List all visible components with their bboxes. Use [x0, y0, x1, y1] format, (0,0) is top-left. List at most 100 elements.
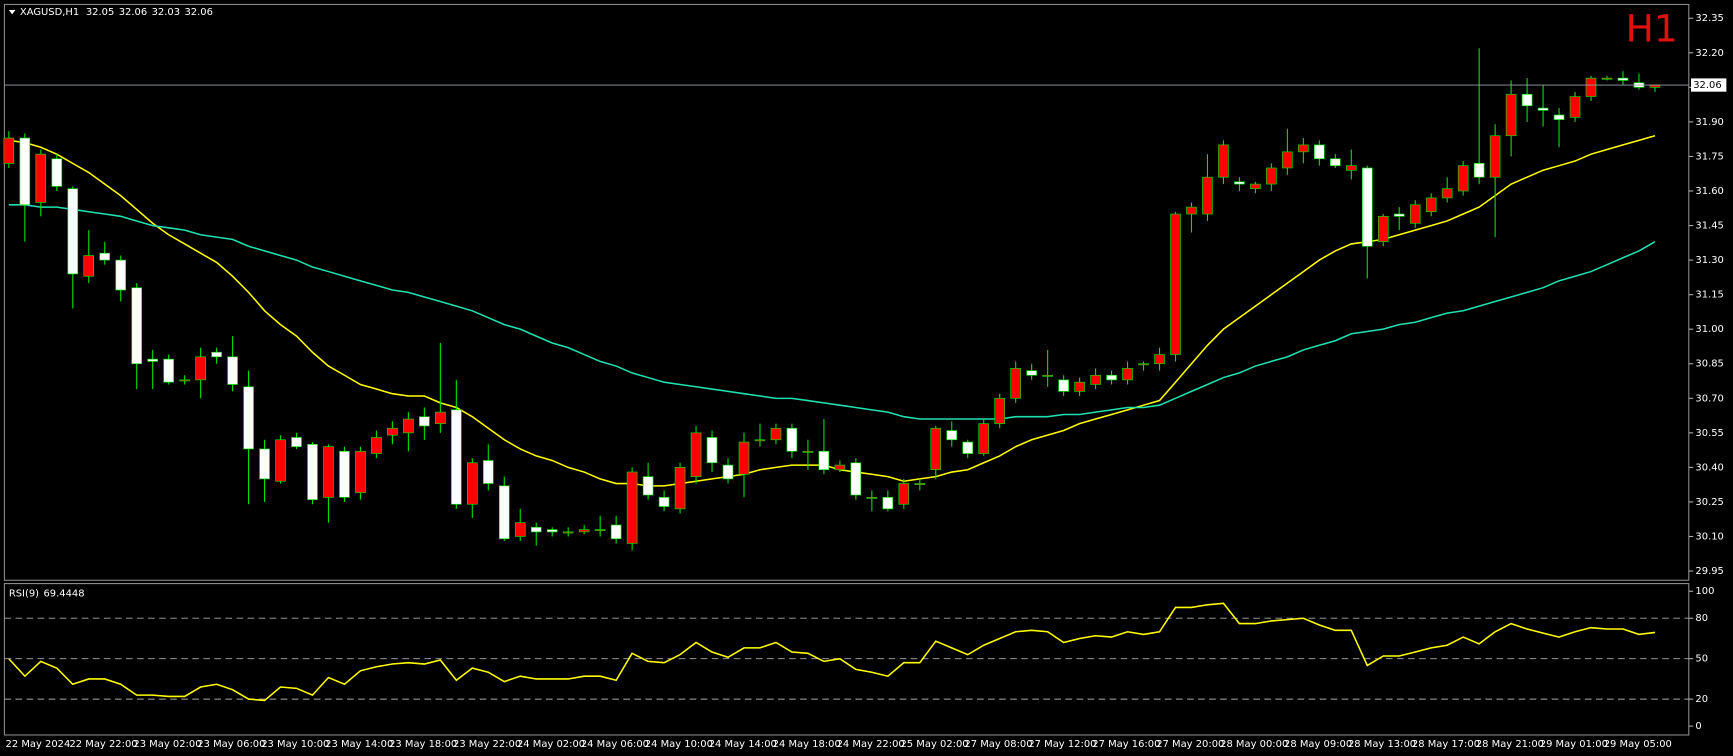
- candle-body: [1058, 379, 1069, 392]
- candle-body: [67, 188, 79, 275]
- candle-body: [131, 287, 142, 365]
- candle-body: [1473, 163, 1485, 178]
- candle-body: [1553, 114, 1565, 120]
- candle-body: [610, 524, 622, 540]
- candle-body: [866, 497, 878, 499]
- candle-body: [1266, 167, 1277, 185]
- candle-body: [179, 379, 190, 382]
- candle-body: [930, 427, 942, 471]
- x-tick-label: 29 May 05:00: [1604, 739, 1672, 750]
- candle-body: [1026, 370, 1037, 376]
- candle-body: [834, 464, 846, 471]
- candle-body: [818, 450, 830, 471]
- main-pane: [3, 3, 1690, 581]
- symbol: XAGUSD,H1: [20, 7, 79, 18]
- x-tick-label: 23 May 14:00: [325, 739, 393, 750]
- y-tick-label: 30.85: [1695, 359, 1723, 370]
- y-tick-label: 80: [1695, 613, 1708, 624]
- y-tick-label: 30.55: [1695, 428, 1723, 439]
- candle-body: [482, 460, 494, 484]
- candle-body: [530, 526, 542, 533]
- candle-body: [1074, 381, 1085, 392]
- candle-body: [738, 441, 750, 475]
- moving-average: [8, 204, 1656, 420]
- candle-body: [1601, 77, 1613, 80]
- candle-body: [355, 450, 366, 494]
- candle-body: [195, 356, 206, 381]
- header-open: 32.05: [86, 7, 114, 18]
- candle-body: [435, 411, 446, 424]
- x-tick-label: 23 May 22:00: [453, 739, 521, 750]
- candle-body: [323, 446, 334, 498]
- menu-icon[interactable]: [8, 9, 16, 15]
- x-tick-label: 28 May 09:00: [1284, 739, 1352, 750]
- candle-body: [1122, 368, 1133, 381]
- indicator-line: [8, 602, 1656, 702]
- x-tick-label: 25 May 02:00: [900, 739, 968, 750]
- candle-body: [978, 423, 990, 454]
- x-tick-label: 23 May 06:00: [197, 739, 265, 750]
- candle-body: [1218, 144, 1229, 178]
- candle-body: [514, 522, 526, 537]
- x-tick-label: 28 May 21:00: [1476, 739, 1544, 750]
- candle-body: [1234, 181, 1245, 185]
- candle-body: [1282, 151, 1293, 169]
- x-tick-label: 24 May 06:00: [581, 739, 649, 750]
- candle-body: [994, 397, 1006, 424]
- candle-body: [1409, 204, 1421, 224]
- y-tick-label: 30.70: [1695, 393, 1723, 404]
- candle-body: [99, 252, 111, 261]
- x-tick-label: 24 May 18:00: [773, 739, 841, 750]
- x-tick-label: 23 May 18:00: [389, 739, 457, 750]
- candle-body: [1505, 93, 1517, 137]
- rsi-value: 69.4448: [43, 589, 84, 600]
- candle-body: [1345, 165, 1357, 171]
- candle-body: [1361, 167, 1373, 247]
- y-tick-label: 30.40: [1695, 462, 1723, 473]
- candle-body: [802, 450, 814, 453]
- candle-body: [1521, 93, 1533, 107]
- y-tick-label: 31.45: [1695, 221, 1723, 232]
- candle-body: [419, 416, 430, 427]
- x-tick-label: 29 May 01:00: [1540, 739, 1608, 750]
- rsi-label: RSI(9): [9, 589, 39, 600]
- candle-body: [1617, 77, 1629, 81]
- candle-body: [1377, 216, 1389, 243]
- last-price-label: 32.06: [1693, 80, 1721, 91]
- candle-body: [850, 462, 862, 496]
- candle-body: [211, 351, 222, 358]
- candle-body: [898, 483, 910, 505]
- y-tick-label: 30.10: [1695, 531, 1723, 542]
- candle-body: [307, 444, 318, 500]
- candle-body: [291, 437, 302, 447]
- candle-body: [1457, 165, 1469, 192]
- x-tick-label: 24 May 10:00: [645, 739, 713, 750]
- candle-body: [3, 137, 15, 164]
- x-tick-label: 28 May 17:00: [1412, 739, 1480, 750]
- chart-header: XAGUSD,H1 32.05 32.06 32.03 32.06: [20, 7, 213, 18]
- x-tick-label: 28 May 00:00: [1220, 739, 1288, 750]
- x-tick-label: 22 May 2024: [6, 739, 71, 750]
- candle-body: [1298, 144, 1309, 153]
- candle-body: [1314, 144, 1325, 160]
- candle-body: [115, 259, 127, 291]
- y-tick-label: 32.35: [1695, 13, 1723, 24]
- candle-body: [1250, 183, 1261, 190]
- candle-body: [147, 358, 158, 362]
- x-tick-label: 22 May 22:00: [69, 739, 137, 750]
- candle-body: [1186, 206, 1197, 215]
- candle-body: [562, 531, 574, 534]
- candle-body: [371, 437, 382, 454]
- candle-body: [163, 358, 174, 383]
- candle-body: [19, 137, 31, 206]
- candle-body: [594, 529, 606, 532]
- last-price-box: [1691, 78, 1727, 92]
- y-tick-label: 31.00: [1695, 324, 1723, 335]
- x-tick-label: 27 May 20:00: [1156, 739, 1224, 750]
- candle-body: [1106, 374, 1117, 381]
- candle-body: [546, 529, 558, 533]
- header-close: 32.06: [184, 7, 212, 18]
